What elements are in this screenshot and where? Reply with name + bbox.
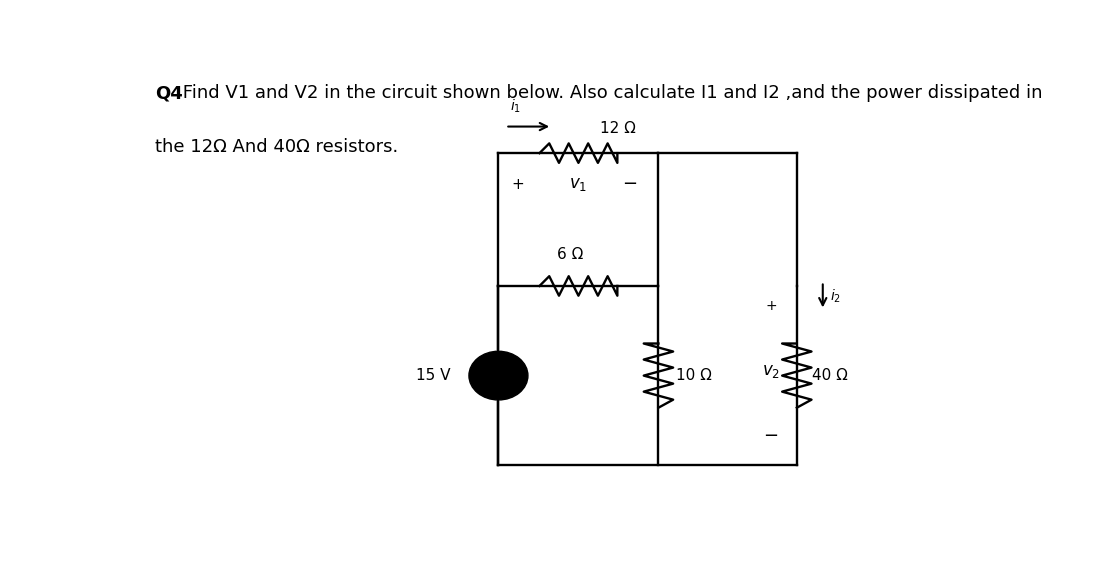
- Text: −: −: [763, 427, 779, 446]
- Text: $\it{v}_2$: $\it{v}_2$: [762, 362, 780, 380]
- Text: Q4: Q4: [155, 85, 183, 102]
- Text: $\it{v}_1$: $\it{v}_1$: [569, 175, 587, 193]
- Text: $\it{i}_1$: $\it{i}_1$: [510, 98, 521, 116]
- Text: 10 Ω: 10 Ω: [675, 368, 712, 383]
- Ellipse shape: [469, 351, 528, 400]
- Text: 6 Ω: 6 Ω: [557, 247, 583, 262]
- Text: Find V1 and V2 in the circuit shown below. Also calculate I1 and I2 ,and the pow: Find V1 and V2 in the circuit shown belo…: [176, 85, 1042, 102]
- Text: +: +: [766, 299, 777, 313]
- Text: 40 Ω: 40 Ω: [812, 368, 848, 383]
- Text: the 12Ω And 40Ω resistors.: the 12Ω And 40Ω resistors.: [155, 137, 398, 156]
- Text: 15 V: 15 V: [416, 368, 451, 383]
- Text: $\it{i}_2$: $\it{i}_2$: [829, 287, 840, 305]
- Text: −: −: [622, 175, 637, 193]
- Text: 12 Ω: 12 Ω: [600, 121, 636, 136]
- Text: +: +: [511, 177, 525, 191]
